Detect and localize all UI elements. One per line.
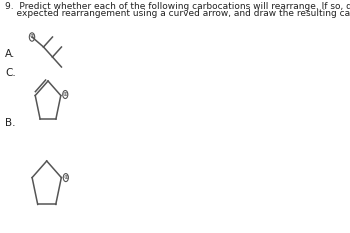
Text: B.: B.: [5, 118, 16, 128]
Text: A.: A.: [5, 49, 15, 59]
Text: ⊕: ⊕: [29, 34, 35, 40]
Text: C.: C.: [5, 68, 16, 78]
Text: 9.  Predict whether each of the following carbocations will rearrange. If so, dr: 9. Predict whether each of the following…: [5, 2, 350, 11]
Text: ⊕: ⊕: [63, 92, 68, 97]
Text: expected rearrangement using a curved arrow, and draw the resulting carbocation.: expected rearrangement using a curved ar…: [5, 9, 350, 18]
Text: ⊕: ⊕: [63, 175, 69, 180]
